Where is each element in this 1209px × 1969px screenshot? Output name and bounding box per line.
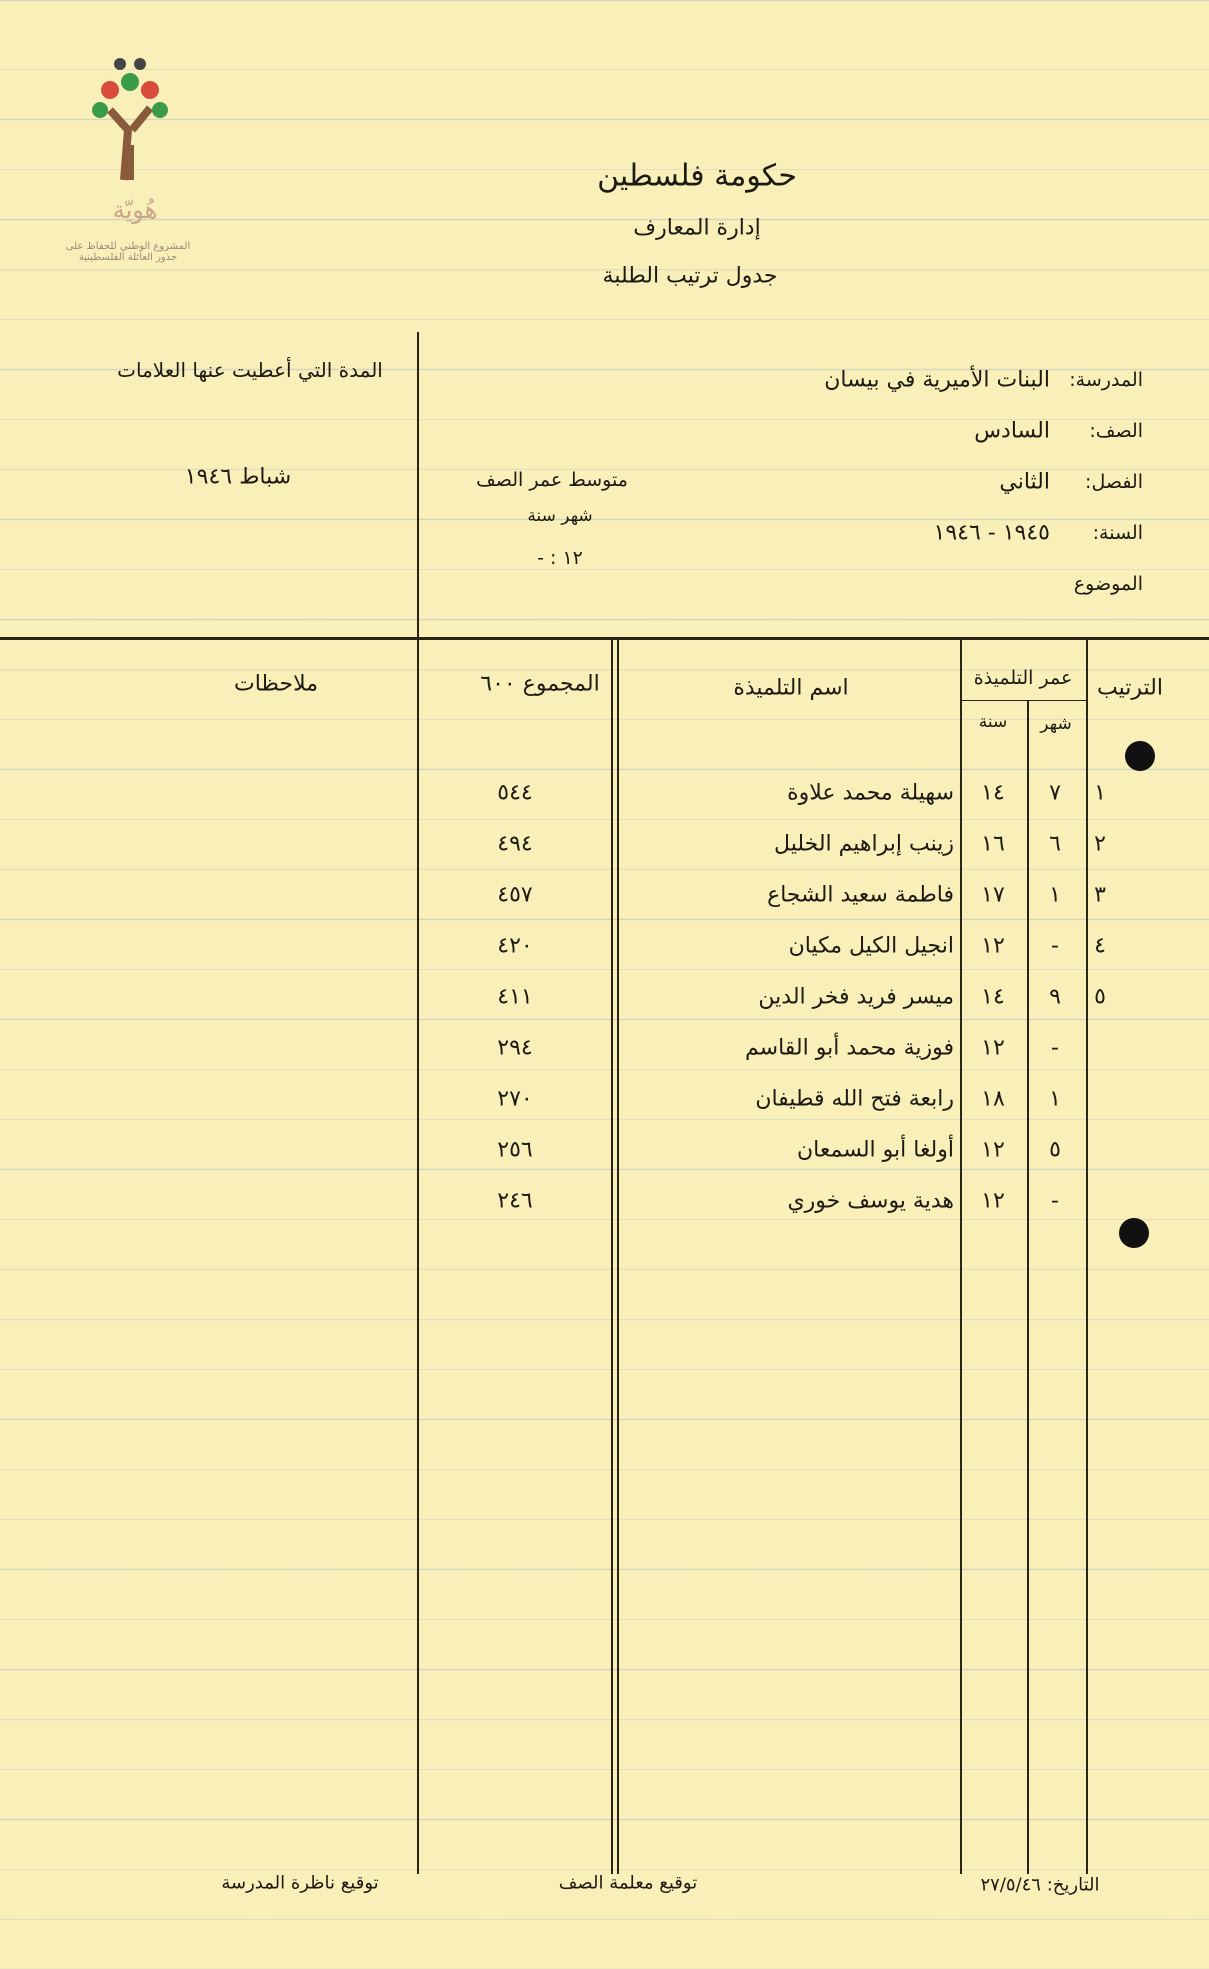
logo-name: هُويّة [112,196,158,224]
rule [1027,700,1029,1874]
form-title: جدول ترتيب الطلبة [602,263,778,289]
field-value: ١٩٤٥ - ١٩٤٦ [933,520,1050,546]
cell-total: ٥٤٤ [497,780,533,806]
cell-name: انجيل الكيل مكيان [788,933,954,959]
cell-year: ١٤ [981,984,1005,1010]
cell-name: فاطمة سعيد الشجاع [767,882,954,908]
rule [962,700,1086,701]
average-age-value: ١٢ : - [537,547,583,569]
cell-month: ٥ [1049,1137,1061,1163]
field-value: الثاني [999,469,1050,495]
cell-year: ١٢ [981,1188,1005,1214]
cell-year: ١٤ [981,780,1005,806]
cell-name: رابعة فتح الله قطيفان [755,1086,954,1112]
punch-hole [1119,1218,1149,1248]
rule [417,332,419,1874]
average-age-units: شهر سنة [527,506,593,526]
cell-rank: ٤ [1094,933,1106,959]
field-label: السنة: [1092,522,1143,544]
average-age-label: متوسط عمر الصف [476,469,628,491]
cell-name: سهيلة محمد علاوة [787,780,954,806]
logo-icon [92,58,168,181]
cell-rank: ١ [1094,780,1106,806]
cell-month: ٧ [1049,780,1061,806]
cell-name: أولغا أبو السمعان [797,1137,954,1163]
cell-total: ٢٤٦ [497,1188,533,1214]
rule [960,640,962,1874]
header-name: اسم التلميذة [733,675,849,701]
cell-month: ٩ [1049,984,1061,1010]
header-notes: ملاحظات [234,671,318,697]
cell-total: ٢٥٦ [497,1137,533,1163]
field-label: الفصل: [1085,471,1143,493]
cell-name: ميسر فريد فخر الدين [758,984,954,1010]
cell-year: ١٦ [981,831,1005,857]
footer-teacher: توقيع معلمة الصف [558,1872,698,1894]
cell-rank: ٢ [1094,831,1106,857]
logo-tagline: المشروع الوطني للحفاظ على جذور العائلة ا… [65,241,191,263]
cell-month: - [1051,1188,1059,1214]
punch-hole [1125,741,1155,771]
period-value: شباط ١٩٤٦ [184,464,292,490]
cell-rank: ٥ [1094,984,1106,1010]
cell-year: ١٢ [981,1035,1005,1061]
cell-name: فوزية محمد أبو القاسم [745,1035,954,1061]
cell-year: ١٨ [981,1086,1005,1112]
field-label: الصف: [1089,420,1143,442]
department: إدارة المعارف [633,215,761,241]
cell-year: ١٧ [981,882,1005,908]
header-year: سنة [978,712,1008,732]
cell-total: ٤٢٠ [497,933,533,959]
cell-total: ٢٩٤ [497,1035,533,1061]
cell-total: ٢٧٠ [497,1086,533,1112]
rule [617,640,619,1874]
field-label: الموضوع [1073,573,1143,595]
cell-total: ٤٥٧ [497,882,533,908]
header-rank: الترتيب [1097,675,1163,701]
header-month: شهر [1040,714,1072,734]
rule [611,640,613,1874]
cell-total: ٤١١ [497,984,533,1010]
header-total: المجموع ٦٠٠ [480,671,600,697]
cell-total: ٤٩٤ [497,831,533,857]
title: حكومة فلسطين [597,158,797,194]
cell-year: ١٢ [981,933,1005,959]
field-value: السادس [974,418,1050,444]
period-label: المدة التي أعطيت عنها العلامات [117,358,383,382]
cell-year: ١٢ [981,1137,1005,1163]
cell-name: زينب إبراهيم الخليل [774,831,954,857]
cell-month: ١ [1049,882,1061,908]
cell-month: - [1051,933,1059,959]
cell-month: ١ [1049,1086,1061,1112]
header-age: عمر التلميذة [973,667,1073,689]
rule [0,637,1209,640]
field-value: البنات الأميرية في بيسان [824,367,1050,393]
cell-month: ٦ [1049,831,1061,857]
rule [1086,640,1088,1874]
cell-rank: ٣ [1094,882,1106,908]
footer-date: التاريخ: ٢٧/٥/٤٦ [980,1874,1100,1896]
field-label: المدرسة: [1069,369,1143,391]
cell-name: هدية يوسف خوري [787,1188,954,1214]
footer-principal: توقيع ناظرة المدرسة [221,1872,379,1894]
cell-month: - [1051,1035,1059,1061]
